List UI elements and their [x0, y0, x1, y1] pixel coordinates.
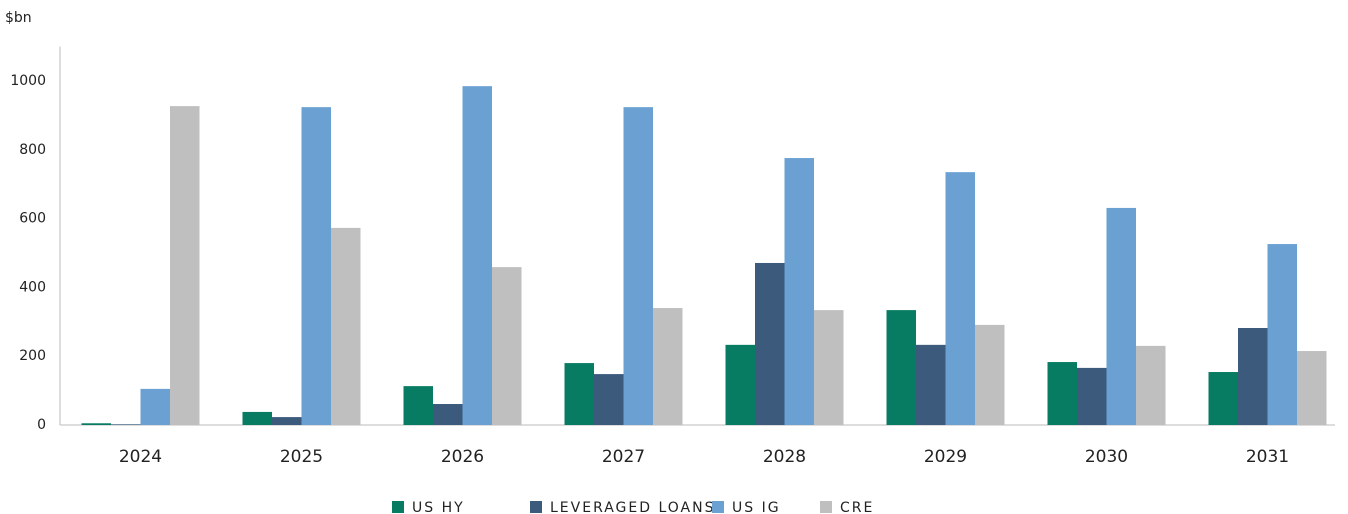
bar — [1267, 244, 1297, 425]
y-tick-label: 200 — [19, 348, 46, 364]
y-tick-label: 0 — [37, 417, 46, 433]
bar — [916, 344, 946, 425]
x-tick-label: 2030 — [1085, 447, 1128, 467]
bar — [1297, 351, 1327, 425]
legend-label: CRE — [840, 500, 874, 514]
bar — [170, 106, 200, 425]
bar — [1077, 367, 1107, 425]
bar — [623, 107, 653, 426]
bar — [814, 310, 844, 425]
legend-label: US IG — [732, 500, 781, 514]
bar — [755, 262, 785, 425]
bar — [462, 86, 492, 425]
bar — [1136, 345, 1166, 425]
bar — [242, 411, 272, 425]
bar — [886, 310, 916, 425]
x-tick-label: 2026 — [441, 447, 484, 467]
legend-swatch — [392, 501, 404, 513]
bar — [140, 388, 170, 425]
bar — [1208, 372, 1238, 425]
legend-label: US HY — [412, 500, 465, 514]
y-tick-label: 400 — [19, 279, 46, 295]
bar — [1047, 362, 1077, 425]
legend-swatch — [712, 501, 724, 513]
bar — [272, 417, 302, 425]
x-tick-label: 2024 — [119, 447, 162, 467]
bar — [945, 172, 975, 425]
x-tick-label: 2031 — [1246, 447, 1289, 467]
y-tick-label: 1000 — [10, 73, 46, 89]
bar — [784, 158, 814, 425]
legend-label: LEVERAGED LOANS — [550, 500, 716, 514]
bar — [1106, 207, 1136, 425]
x-tick-label: 2028 — [763, 447, 806, 467]
bar — [564, 363, 594, 425]
bar — [975, 324, 1005, 425]
bar — [111, 424, 141, 425]
bar — [403, 386, 433, 425]
bar — [492, 267, 522, 425]
bar — [81, 423, 111, 425]
bar — [725, 344, 755, 425]
legend-swatch — [820, 501, 832, 513]
x-tick-label: 2029 — [924, 447, 967, 467]
y-tick-label: 800 — [19, 142, 46, 158]
bar — [653, 308, 683, 425]
legend-swatch — [530, 501, 542, 513]
bar — [1238, 327, 1268, 425]
y-axis-label: $bn — [5, 10, 32, 26]
bar — [331, 227, 361, 425]
bar — [301, 107, 331, 426]
bar — [594, 374, 624, 425]
x-tick-label: 2025 — [280, 447, 323, 467]
bar — [433, 404, 463, 425]
y-tick-label: 600 — [19, 211, 46, 227]
x-tick-label: 2027 — [602, 447, 645, 467]
